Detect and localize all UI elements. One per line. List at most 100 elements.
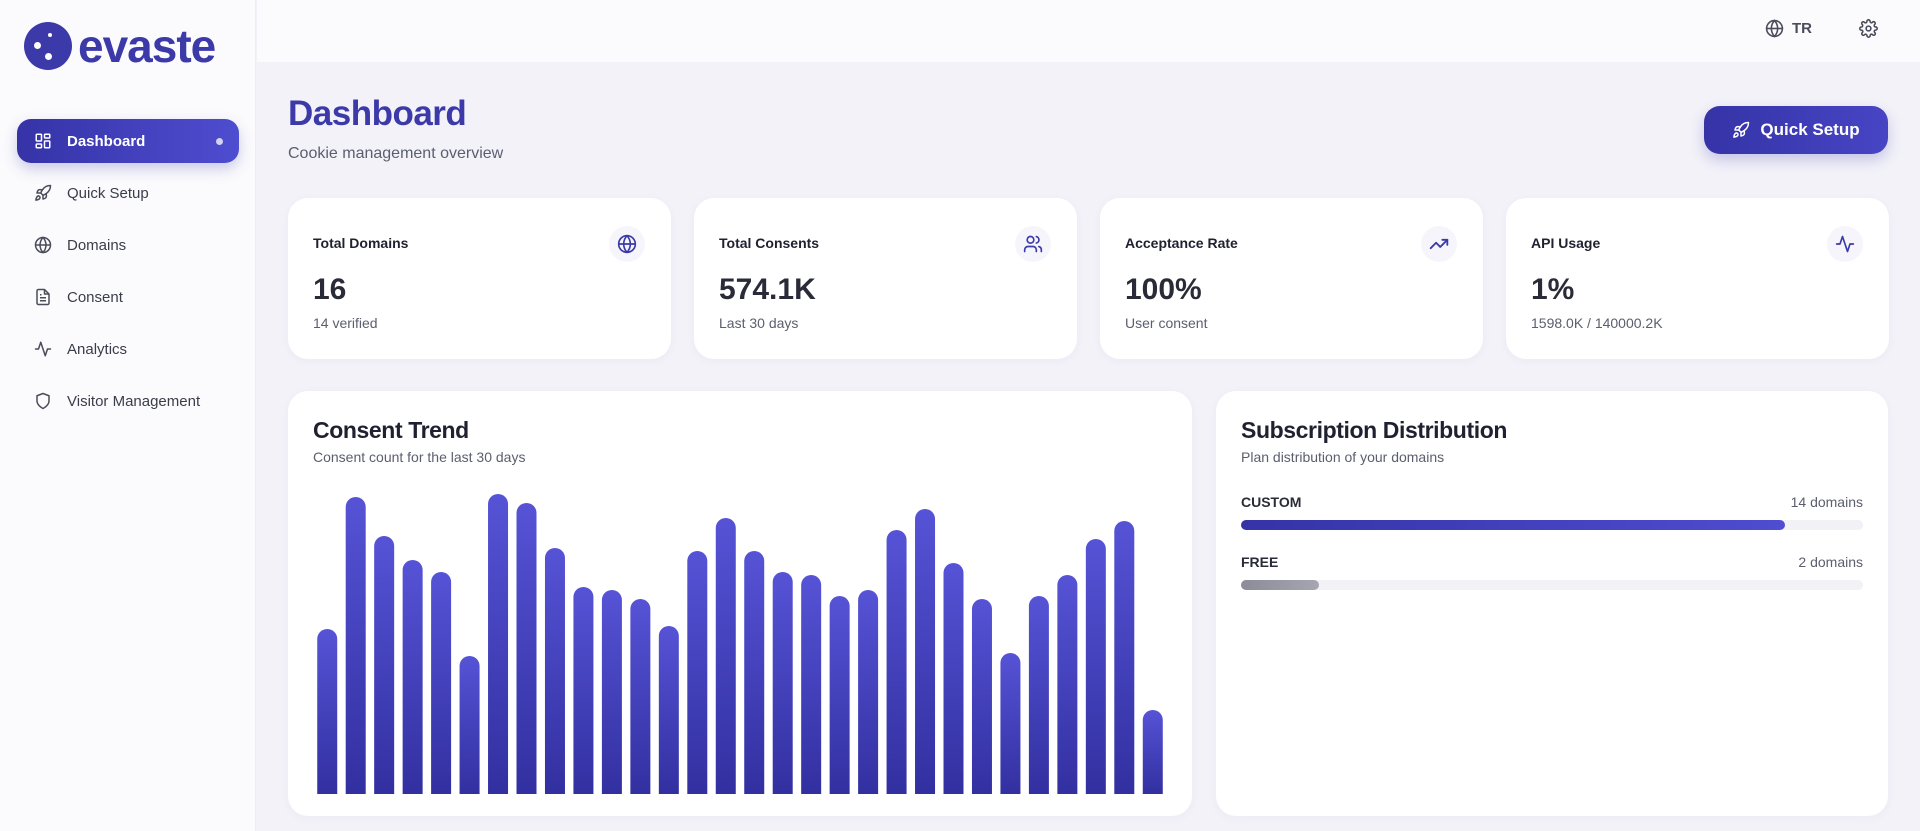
trend-bar[interactable]	[1085, 539, 1106, 794]
card-subtitle: Consent count for the last 30 days	[313, 449, 526, 465]
stat-value: 1%	[1531, 273, 1575, 306]
card-title: Consent Trend	[313, 417, 469, 443]
sidebar-nav: Dashboard Quick Setup Domains Consent	[17, 119, 239, 431]
quick-setup-button[interactable]: Quick Setup	[1704, 106, 1888, 154]
progress-fill	[1241, 580, 1319, 590]
trend-bar[interactable]	[687, 551, 708, 794]
stat-sub: 1598.0K / 140000.2K	[1531, 315, 1663, 331]
trend-bar[interactable]	[772, 572, 793, 794]
stat-label: Total Consents	[719, 235, 820, 251]
gear-icon	[1859, 19, 1878, 38]
document-icon	[33, 287, 53, 307]
sidebar: evaste Dashboard Quick Setup Domains	[0, 0, 256, 831]
quick-setup-label: Quick Setup	[1760, 120, 1860, 139]
stat-label: Acceptance Rate	[1125, 235, 1238, 251]
sidebar-item-label: Quick Setup	[67, 184, 149, 202]
sidebar-item-visitor-management[interactable]: Visitor Management	[17, 379, 239, 423]
rocket-icon	[1733, 121, 1750, 138]
trend-bar[interactable]	[630, 599, 651, 794]
consent-trend-chart	[317, 494, 1163, 794]
globe-icon	[1765, 19, 1784, 38]
card-title: Subscription Distribution	[1241, 417, 1507, 443]
trend-bar[interactable]	[943, 563, 964, 794]
page-subtitle: Cookie management overview	[288, 145, 504, 162]
trend-bar[interactable]	[601, 590, 622, 794]
shield-icon	[33, 391, 53, 411]
language-switcher[interactable]: TR	[1765, 19, 1812, 38]
progress-fill	[1241, 520, 1786, 530]
sidebar-item-quick-setup[interactable]: Quick Setup	[17, 171, 239, 215]
trend-bar[interactable]	[915, 509, 936, 794]
trending-up-icon	[1421, 226, 1457, 262]
trend-bar[interactable]	[1057, 575, 1078, 794]
trend-bar[interactable]	[544, 548, 565, 794]
consent-trend-card: Consent Trend Consent count for the last…	[288, 391, 1192, 816]
stat-value: 574.1K	[719, 273, 816, 306]
trend-bar[interactable]	[658, 626, 679, 794]
users-icon	[1015, 226, 1051, 262]
trend-bar[interactable]	[744, 551, 765, 794]
trend-bar[interactable]	[1142, 710, 1163, 794]
sidebar-item-consent[interactable]: Consent	[17, 275, 239, 319]
stat-sub: User consent	[1125, 315, 1208, 331]
logo-mark-icon	[24, 22, 72, 70]
trend-bar[interactable]	[516, 503, 537, 794]
trend-bar[interactable]	[488, 494, 509, 794]
stat-label: Total Domains	[313, 235, 409, 251]
trend-bar[interactable]	[573, 587, 594, 794]
activity-icon	[33, 339, 53, 359]
sidebar-item-label: Consent	[67, 288, 123, 306]
sidebar-item-dashboard[interactable]: Dashboard	[17, 119, 239, 163]
trend-bar[interactable]	[345, 497, 366, 794]
subscription-distribution-card: Subscription Distribution Plan distribut…	[1216, 391, 1888, 816]
plan-count: 2 domains	[1798, 554, 1863, 570]
trend-bar[interactable]	[459, 656, 480, 794]
stat-card-total-consents: Total Consents 574.1K Last 30 days	[694, 198, 1077, 359]
stat-card-api-usage: API Usage 1% 1598.0K / 140000.2K	[1506, 198, 1889, 359]
stat-card-acceptance-rate: Acceptance Rate 100% User consent	[1100, 198, 1483, 359]
trend-bar[interactable]	[1028, 596, 1049, 794]
trend-bar[interactable]	[1114, 521, 1135, 794]
trend-bar[interactable]	[971, 599, 992, 794]
brand-name: evaste	[78, 20, 216, 72]
trend-bar[interactable]	[1000, 653, 1021, 794]
settings-button[interactable]	[1859, 19, 1878, 43]
sidebar-item-label: Analytics	[67, 340, 128, 358]
stat-label: API Usage	[1531, 235, 1601, 251]
globe-icon	[609, 226, 645, 262]
trend-bar[interactable]	[858, 590, 879, 794]
stat-sub: Last 30 days	[719, 315, 799, 331]
plan-count: 14 domains	[1790, 494, 1863, 510]
brand-logo[interactable]: evaste	[24, 20, 216, 72]
language-code: TR	[1792, 20, 1812, 37]
globe-icon	[33, 235, 53, 255]
stat-card-total-domains: Total Domains 16 14 verified	[288, 198, 671, 359]
trend-bar[interactable]	[715, 518, 736, 794]
dashboard-grid-icon	[33, 131, 53, 151]
plan-label: FREE	[1241, 554, 1279, 570]
card-subtitle: Plan distribution of your domains	[1241, 449, 1445, 465]
trend-bar[interactable]	[402, 560, 423, 794]
sidebar-item-label: Domains	[67, 236, 127, 254]
rocket-icon	[33, 183, 53, 203]
sidebar-item-analytics[interactable]: Analytics	[17, 327, 239, 371]
progress-track	[1241, 580, 1863, 590]
active-indicator	[216, 138, 223, 145]
page-title: Dashboard	[288, 94, 467, 133]
stat-sub: 14 verified	[313, 315, 378, 331]
trend-bar[interactable]	[431, 572, 452, 794]
plan-label: CUSTOM	[1241, 494, 1302, 510]
sidebar-item-label: Visitor Management	[67, 392, 201, 410]
activity-icon	[1827, 226, 1863, 262]
trend-bar[interactable]	[317, 629, 338, 794]
trend-bar[interactable]	[374, 536, 395, 794]
progress-track	[1241, 520, 1863, 530]
sidebar-item-domains[interactable]: Domains	[17, 223, 239, 267]
stat-value: 16	[313, 273, 347, 306]
trend-bar[interactable]	[829, 596, 850, 794]
topbar: TR	[257, 0, 1920, 62]
trend-bar[interactable]	[801, 575, 822, 794]
trend-bar[interactable]	[886, 530, 907, 794]
sidebar-item-label: Dashboard	[67, 132, 146, 150]
stat-value: 100%	[1125, 273, 1202, 306]
